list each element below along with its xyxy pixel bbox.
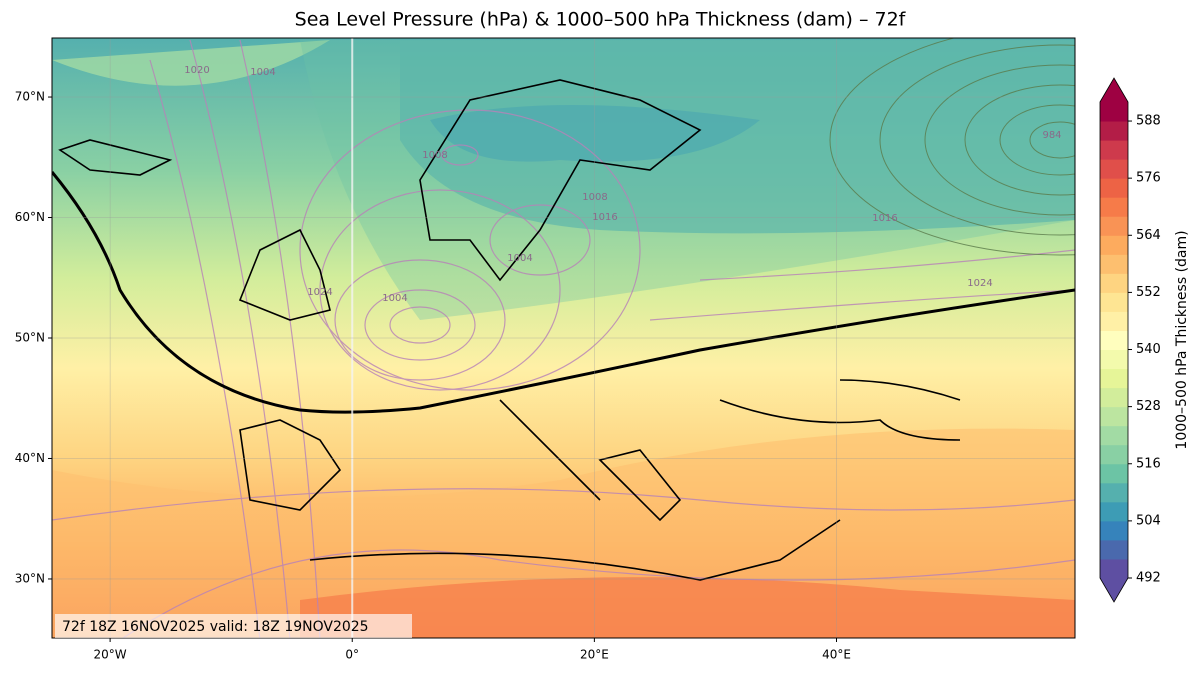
contour-label: 1004 bbox=[250, 67, 275, 78]
y-tick-label: 30°N bbox=[15, 571, 45, 585]
thickness-area bbox=[400, 40, 1075, 234]
colorbar-bin bbox=[1100, 558, 1128, 579]
colorbar-bin bbox=[1100, 501, 1128, 522]
contour-label: 1016 bbox=[872, 213, 897, 224]
contour-label: 1004 bbox=[382, 293, 407, 304]
annotation: 72f 18Z 16NOV2025 valid: 18Z 19NOV2025 bbox=[62, 619, 369, 635]
y-tick-label: 70°N bbox=[15, 90, 45, 104]
y-tick-label: 40°N bbox=[15, 451, 45, 465]
colorbar-bin bbox=[1100, 368, 1128, 389]
colorbar-tick-label: 516 bbox=[1136, 456, 1161, 471]
contour-label: 1024 bbox=[307, 287, 332, 298]
coastlines bbox=[58, 79, 961, 581]
colorbar-bin bbox=[1100, 482, 1128, 503]
colorbar-tick-label: 564 bbox=[1136, 228, 1161, 243]
colorbar-bin bbox=[1100, 159, 1128, 179]
colorbar-bin bbox=[1100, 349, 1128, 370]
map-field bbox=[52, 38, 1075, 638]
x-tick-label: 0° bbox=[345, 648, 359, 662]
colorbar-bin bbox=[1100, 121, 1128, 141]
thickness-area bbox=[300, 40, 1075, 320]
colorbar-bin bbox=[1100, 292, 1128, 312]
colorbar-tick-label: 588 bbox=[1136, 114, 1161, 129]
contour-label: 1016 bbox=[592, 212, 617, 223]
title: Sea Level Pressure (hPa) & 1000–500 hPa … bbox=[295, 9, 907, 31]
graticule: 20°W 0° 20°E 40°E 30°N 40°N 50°N 60°N 70°N bbox=[15, 38, 1075, 662]
colorbar-bin bbox=[1100, 311, 1128, 331]
colorbar-bin bbox=[1100, 273, 1128, 293]
colorbar-bin bbox=[1100, 539, 1128, 560]
x-tick-label: 20°E bbox=[580, 648, 609, 662]
colorbar-bin bbox=[1100, 520, 1128, 541]
colorbar-bin bbox=[1100, 444, 1128, 465]
colorbar-bin bbox=[1100, 140, 1128, 160]
colorbar-bin bbox=[1100, 197, 1128, 217]
colorbar-over bbox=[1100, 78, 1128, 102]
colorbar-bin bbox=[1100, 235, 1128, 255]
colorbar-bin bbox=[1100, 178, 1128, 198]
colorbar-bin bbox=[1100, 406, 1128, 427]
colorbar-bin bbox=[1100, 330, 1128, 351]
x-tick-label: 40°E bbox=[822, 648, 851, 662]
colorbar-bin bbox=[1100, 387, 1128, 408]
colorbar-tick-label: 528 bbox=[1136, 399, 1161, 414]
y-tick-label: 50°N bbox=[15, 331, 45, 345]
colorbar-bin bbox=[1100, 102, 1128, 122]
thickness-540-line bbox=[52, 171, 1075, 414]
colorbar-bin bbox=[1100, 425, 1128, 446]
contour-label: 1024 bbox=[967, 278, 992, 289]
contour-labels: 1020 1004 1008 1008 1004 1004 1016 1024 984 1016 1… bbox=[184, 65, 1061, 304]
colorbar-under bbox=[1100, 578, 1128, 602]
pressure-contours bbox=[52, 39, 1075, 638]
annotation-box bbox=[55, 614, 412, 638]
thickness-area bbox=[52, 40, 330, 86]
pressure-contours bbox=[829, 38, 1075, 256]
colorbar-bin bbox=[1100, 463, 1128, 484]
colorbar-tick-label: 552 bbox=[1136, 285, 1161, 300]
thickness-area bbox=[300, 577, 1075, 638]
contour-label: 1004 bbox=[507, 253, 532, 264]
colorbar-bin bbox=[1100, 254, 1128, 274]
colorbar-tick-label: 576 bbox=[1136, 171, 1161, 186]
colorbar: 492 504 516 528 540 552 564 576 588 bbox=[1099, 77, 1161, 603]
contour-label: 1020 bbox=[184, 65, 209, 76]
contour-label: 984 bbox=[1042, 130, 1061, 141]
colorbar-bin bbox=[1100, 216, 1128, 236]
x-tick-label: 20°W bbox=[94, 648, 127, 662]
colorbar-tick-label: 540 bbox=[1136, 342, 1161, 357]
colorbar-tick-label: 492 bbox=[1136, 571, 1161, 586]
contour-label: 1008 bbox=[582, 192, 607, 203]
y-tick-label: 60°N bbox=[15, 210, 45, 224]
contour-label: 1008 bbox=[422, 150, 447, 161]
map-frame bbox=[51, 37, 1076, 639]
colorbar-label: 1000–500 hPa Thickness (dam) bbox=[1174, 230, 1190, 449]
colorbar-tick-label: 504 bbox=[1136, 513, 1161, 528]
